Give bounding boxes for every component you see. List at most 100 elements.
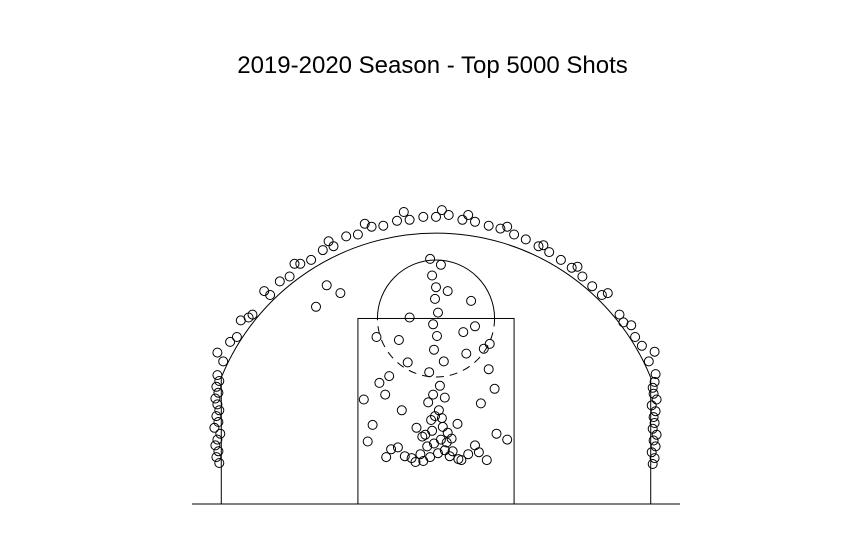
shot-point xyxy=(384,371,395,382)
shot-point xyxy=(649,376,660,387)
shot-point xyxy=(649,346,660,357)
shot-point xyxy=(435,434,446,445)
shot-point xyxy=(218,356,229,367)
shot-point xyxy=(378,220,389,231)
shot-point xyxy=(439,445,450,456)
shot-point xyxy=(433,307,443,318)
shot-point xyxy=(210,393,221,404)
shot-point xyxy=(470,321,480,332)
shot-point xyxy=(423,397,434,408)
shot-point xyxy=(566,262,577,273)
shot-point xyxy=(367,419,378,430)
shot-point xyxy=(381,452,392,463)
shot-point xyxy=(211,411,222,422)
shot-point xyxy=(648,388,659,399)
shot-point xyxy=(210,440,221,451)
shot-point xyxy=(284,271,295,282)
shot-point xyxy=(427,270,438,281)
shot-point xyxy=(211,452,222,463)
shot-point xyxy=(362,436,373,447)
shot-point xyxy=(436,205,447,216)
shot-point xyxy=(396,405,407,416)
shot-point xyxy=(470,440,480,451)
shot-point xyxy=(435,259,446,270)
shot-point xyxy=(483,220,494,231)
shot-point xyxy=(404,312,415,323)
shot-point xyxy=(392,442,403,453)
shot-point xyxy=(572,261,583,272)
shot-point xyxy=(211,381,222,392)
shot-point xyxy=(555,254,566,265)
shot-point xyxy=(426,415,437,425)
shot-point xyxy=(446,433,457,444)
shot-point xyxy=(425,452,436,463)
shot-point xyxy=(647,382,658,393)
shot-point xyxy=(212,370,223,381)
free-throw-circle-top xyxy=(376,259,496,319)
shot-point xyxy=(475,398,486,409)
shot-point xyxy=(428,319,439,330)
shot-point xyxy=(424,367,435,378)
shot-point xyxy=(328,241,339,252)
shot-point xyxy=(647,459,658,469)
shot-point xyxy=(636,340,647,351)
shot-point xyxy=(212,434,223,445)
shot-point xyxy=(213,417,224,427)
shot-point xyxy=(430,293,440,304)
shot-point xyxy=(614,309,625,320)
shot-point xyxy=(415,449,426,460)
shot-point xyxy=(374,377,385,388)
shot-point xyxy=(213,387,224,398)
shot-point xyxy=(509,229,520,240)
shot-point xyxy=(466,295,477,306)
shot-point xyxy=(259,286,270,297)
shot-point xyxy=(442,286,453,297)
shot-point xyxy=(533,241,544,252)
shot-point xyxy=(213,446,224,457)
shot-point xyxy=(306,254,317,265)
shot-point xyxy=(317,245,328,256)
shot-point xyxy=(483,364,494,375)
shot-point xyxy=(341,231,352,242)
shot-point xyxy=(437,421,448,432)
free-throw-circle-bottom xyxy=(376,318,496,378)
shot-point xyxy=(626,320,637,331)
court-lines xyxy=(192,232,680,505)
shot-point xyxy=(380,389,391,400)
shot-point xyxy=(596,290,607,300)
shot-point xyxy=(651,394,662,405)
shot-point xyxy=(352,229,363,240)
shot-point xyxy=(647,423,658,434)
shot-point xyxy=(456,455,467,466)
shot-point xyxy=(646,400,657,411)
shot-point xyxy=(393,335,404,345)
shot-point xyxy=(649,453,660,464)
shot-point xyxy=(438,356,449,367)
shot-point xyxy=(366,221,377,232)
shot-point xyxy=(358,394,369,405)
shot-point xyxy=(433,448,443,459)
shot-point xyxy=(447,446,458,457)
shot-point xyxy=(473,447,484,458)
shot-point xyxy=(295,258,306,269)
shot-point xyxy=(431,282,441,293)
shot-point xyxy=(650,441,661,452)
shot-point xyxy=(402,357,413,368)
shot-point xyxy=(231,332,242,342)
shot-point xyxy=(457,214,468,225)
shot-point xyxy=(398,207,409,217)
shot-point xyxy=(323,236,334,247)
shot-point xyxy=(431,211,441,222)
shot-point xyxy=(436,413,447,424)
shot-point xyxy=(602,288,613,299)
shot-point xyxy=(502,434,513,445)
shot-point xyxy=(643,356,654,367)
shot-point xyxy=(427,425,438,436)
shot-point xyxy=(212,347,223,358)
shot-point xyxy=(495,223,506,234)
shot-point xyxy=(212,399,223,410)
shot-point xyxy=(491,428,502,439)
shot-point xyxy=(429,344,439,355)
shot-point xyxy=(484,338,495,349)
